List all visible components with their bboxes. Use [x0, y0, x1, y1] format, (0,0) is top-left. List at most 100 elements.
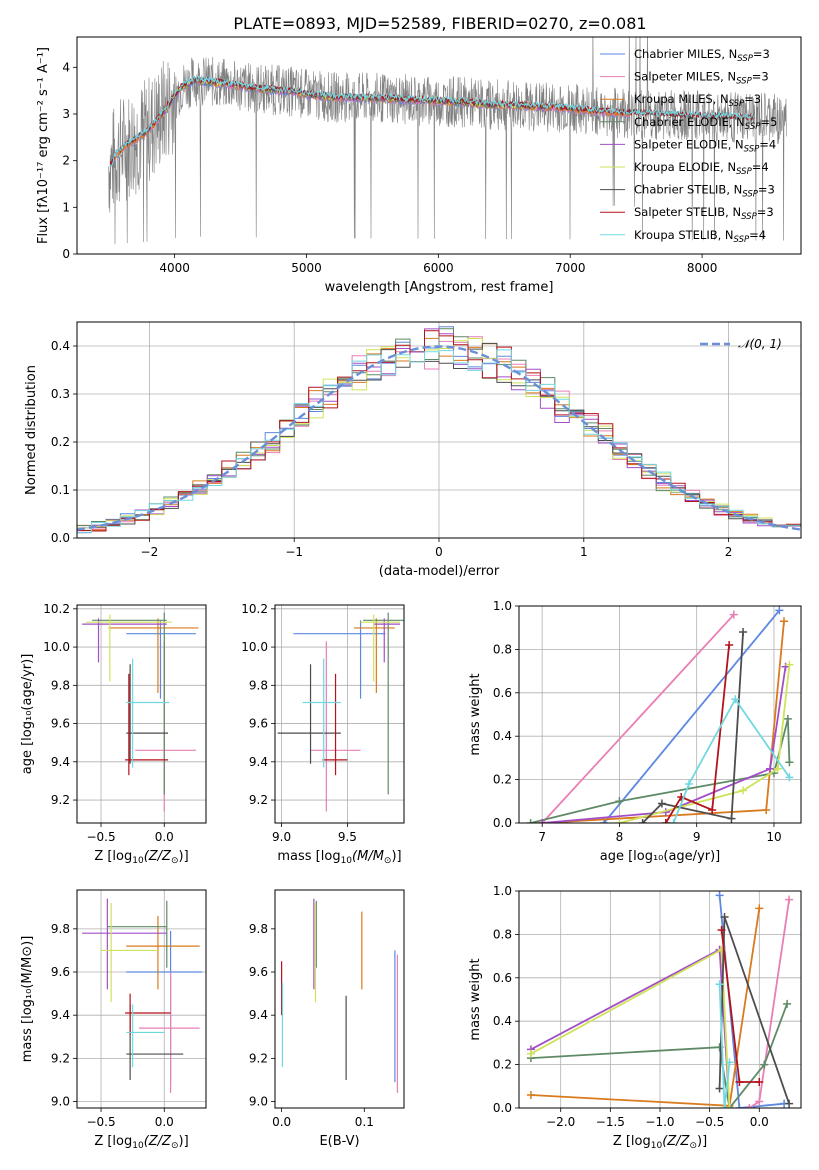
- weight-line-chabrier_miles: [603, 609, 781, 823]
- y-tick-label: 9.8: [249, 678, 268, 692]
- weight-marker-kroupa_elodie: [773, 764, 782, 773]
- plot-area: [82, 612, 199, 812]
- y-tick-label: 1.0: [493, 599, 512, 613]
- panel-mass_vs_ebv: 0.0 0.1 9.0 9.2 9.4 9.6 9.8 E(B-V): [249, 889, 405, 1149]
- weight-marker-salpeter_elodie: [538, 819, 547, 823]
- axes-frame: [274, 604, 405, 824]
- weight-marker-salpeter_miles: [755, 1097, 764, 1106]
- y-tick-label: 9.4: [249, 755, 268, 769]
- weight-line-chabrier_stelib: [641, 631, 744, 823]
- weight-marker-salpeter_stelib: [717, 926, 726, 935]
- legend-label-chabrier_elodie: Chabrier ELODIE, NSSP=5: [634, 115, 777, 132]
- y-tick-label: 10.0: [43, 640, 70, 654]
- axes-frame: [518, 890, 802, 1109]
- y-tick-label: 0: [62, 247, 70, 261]
- x-tick-label: 0.0: [272, 1115, 291, 1129]
- weight-marker-salpeter_elodie: [766, 764, 775, 773]
- axes-frame: [76, 36, 802, 255]
- y-tick-label: 0.3: [51, 387, 70, 401]
- y-tick-label: 9.4: [249, 1008, 268, 1022]
- weight-marker-chabrier_stelib: [657, 799, 666, 808]
- y-tick-label: 9.4: [51, 755, 70, 769]
- x-tick-label: 9.5: [338, 830, 357, 844]
- weight-marker-kroupa_elodie: [725, 1104, 734, 1108]
- legend-label-salpeter_elodie: Salpeter ELODIE, NSSP=4: [634, 137, 776, 154]
- weight-marker-chabrier_miles: [599, 819, 608, 823]
- y-tick-label: 3: [62, 107, 70, 121]
- normal-curve: [77, 345, 801, 531]
- y-tick-label: 0.8: [493, 642, 512, 656]
- axes-frame: [76, 889, 207, 1109]
- weight-marker-kroupa_stelib: [669, 819, 678, 823]
- weight-marker-kroupa_stelib: [715, 980, 724, 989]
- y-tick-label: 0.2: [493, 1058, 512, 1072]
- y-tick-label: 0.0: [493, 816, 512, 830]
- plot-area: [82, 898, 203, 1093]
- y-axis-label: mass [log₁₀(M/M⊙)]: [20, 936, 35, 1063]
- weight-marker-kroupa_elodie: [739, 786, 748, 795]
- y-axis-label: Flux [fλ10⁻¹⁷ erg cm⁻² s⁻¹ A⁻¹]: [36, 47, 51, 244]
- histogram-chabrier_stelib: [77, 342, 801, 531]
- y-tick-label: 9.2: [249, 1051, 268, 1065]
- x-tick-label: −1.5: [596, 1115, 625, 1129]
- y-tick-label: 0.8: [493, 927, 512, 941]
- y-tick-label: 9.6: [51, 965, 70, 979]
- x-tick-label: 1: [580, 545, 588, 559]
- y-tick-label: 9.8: [51, 922, 70, 936]
- panel-age_vs_Z: −0.5 0.0 9.2 9.4 9.6 9.8 10.0 10.2 Z [log10(Z/Z⊙…: [20, 602, 207, 866]
- weight-marker-salpeter_stelib: [755, 1077, 764, 1086]
- weight-marker-kroupa_elodie: [615, 819, 624, 823]
- histogram-kroupa_elodie: [77, 338, 801, 529]
- weight-marker-chabrier_stelib: [727, 814, 736, 823]
- x-tick-label: 8: [616, 830, 624, 844]
- x-tick-label: 9: [693, 830, 701, 844]
- x-tick-label: −1: [285, 545, 303, 559]
- model-spectrum-kroupa_stelib: [109, 75, 756, 167]
- weight-marker-chabrier_stelib: [739, 628, 748, 637]
- figure-title: PLATE=0893, MJD=52589, FIBERID=0270, z=0…: [233, 14, 646, 33]
- x-axis-label: (data-model)/error: [379, 564, 500, 579]
- y-tick-label: 0.1: [51, 483, 70, 497]
- weight-marker-kroupa_miles: [762, 805, 771, 814]
- x-axis-label: Z [log10(Z/Z⊙)]: [94, 1134, 188, 1151]
- x-tick-label: −0.5: [86, 830, 115, 844]
- weight-marker-salpeter_stelib: [661, 819, 670, 823]
- weight-marker-chabrier_stelib: [638, 819, 647, 823]
- weight-marker-chabrier_stelib: [715, 1084, 724, 1093]
- weight-marker-kroupa_stelib: [785, 773, 794, 782]
- x-tick-label: 0.1: [355, 1115, 374, 1129]
- x-tick-label: −0.5: [86, 1115, 115, 1129]
- weight-line-kroupa_elodie: [619, 664, 791, 823]
- y-tick-label: 10.2: [241, 602, 268, 616]
- weight-line-chabrier_elodie: [530, 1003, 788, 1108]
- panels: 4000 5000 6000 7000 8000 0 1 2 3 4 wavelength [Ang…: [20, 36, 802, 1151]
- y-tick-label: 1.0: [493, 884, 512, 898]
- y-tick-label: 9.8: [51, 678, 70, 692]
- legend-label-chabrier_miles: Chabrier MILES, NSSP=3: [634, 47, 770, 64]
- x-tick-label: 0.0: [155, 830, 174, 844]
- weight-line-kroupa_stelib: [672, 697, 791, 823]
- x-axis-label: wavelength [Angstrom, rest frame]: [325, 280, 554, 295]
- x-axis-label: Z [log10(Z/Z⊙)]: [613, 1134, 707, 1151]
- weight-marker-kroupa_stelib: [731, 695, 740, 704]
- x-axis-label: age [log₁₀(age/yr)]: [600, 849, 721, 864]
- y-tick-label: 0.6: [493, 971, 512, 985]
- y-tick-label: 2: [62, 154, 70, 168]
- y-tick-label: 9.0: [249, 1095, 268, 1109]
- weight-marker-chabrier_stelib: [785, 1099, 794, 1108]
- y-tick-label: 9.6: [249, 965, 268, 979]
- y-tick-label: 0.2: [493, 773, 512, 787]
- weight-marker-kroupa_stelib: [684, 779, 693, 788]
- weight-marker-salpeter_miles: [745, 1104, 754, 1108]
- weight-marker-salpeter_miles: [729, 610, 738, 619]
- x-tick-label: −0.5: [695, 1115, 724, 1129]
- weight-marker-chabrier_miles: [715, 891, 724, 900]
- x-tick-label: 9.0: [272, 830, 291, 844]
- weight-marker-chabrier_miles: [775, 606, 784, 615]
- plot-area: [526, 606, 794, 823]
- x-axis-label: mass [log10(M/M⊙)]: [277, 849, 401, 866]
- weight-marker-chabrier_elodie: [783, 999, 792, 1008]
- y-tick-label: 9.0: [51, 1095, 70, 1109]
- y-tick-label: 0.0: [51, 531, 70, 545]
- weight-marker-salpeter_stelib: [725, 641, 734, 650]
